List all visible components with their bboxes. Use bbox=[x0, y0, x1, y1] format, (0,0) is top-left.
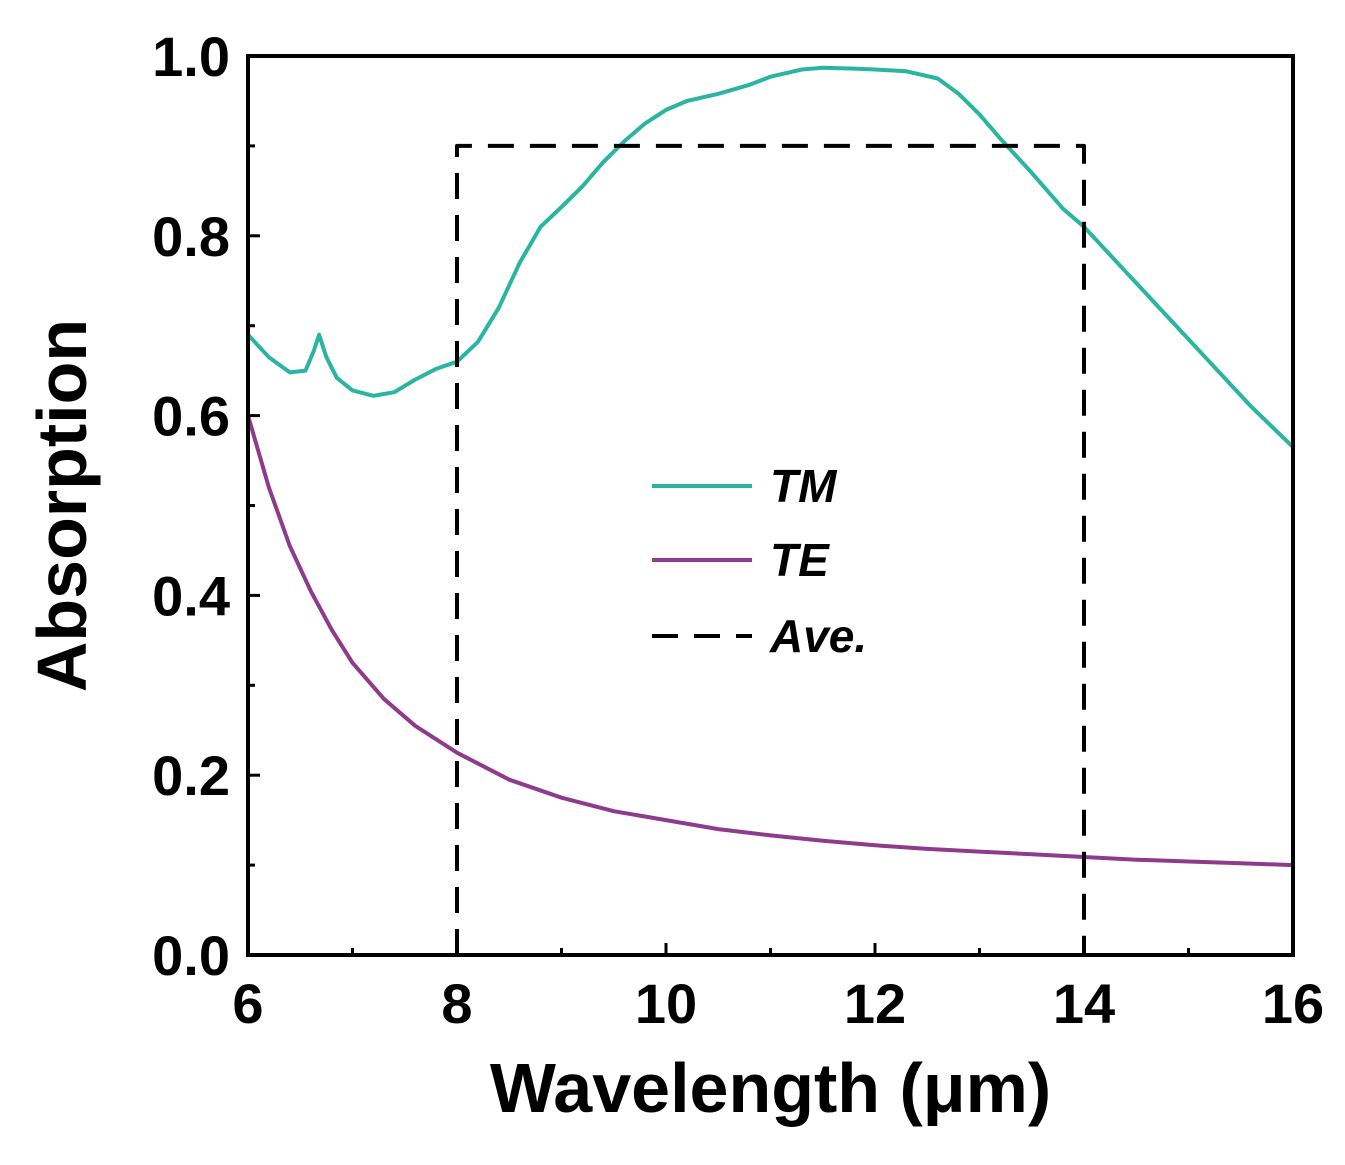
legend-label-ave: Ave. bbox=[769, 610, 867, 662]
y-tick-label: 0.2 bbox=[152, 744, 230, 807]
x-tick-label: 16 bbox=[1262, 972, 1324, 1035]
y-tick-label: 0.6 bbox=[152, 385, 230, 448]
x-tick-label: 8 bbox=[441, 972, 472, 1035]
x-tick-label: 6 bbox=[232, 972, 263, 1035]
y-tick-label: 1.0 bbox=[152, 25, 230, 88]
y-tick-label: 0.8 bbox=[152, 205, 230, 268]
y-axis-title: Absorption bbox=[23, 319, 101, 692]
y-tick-label: 0.0 bbox=[152, 924, 230, 987]
series-layer bbox=[246, 65, 1295, 955]
y-tick-label: 0.4 bbox=[152, 564, 230, 627]
x-axis-title: Wavelength (μm) bbox=[490, 1049, 1051, 1127]
legend-label-te: TE bbox=[770, 534, 830, 586]
x-tick-label: 10 bbox=[635, 972, 697, 1035]
x-tick-label: 14 bbox=[1053, 972, 1115, 1035]
series-line-tm bbox=[246, 65, 1295, 449]
axis-ticks bbox=[246, 54, 1295, 957]
axis-tick-labels: 6 8 10 12 14 16 0.0 0.2 0.4 0.6 0.8 1.0 bbox=[152, 25, 1324, 1035]
legend: TM TE Ave. bbox=[652, 460, 867, 662]
legend-label-tm: TM bbox=[770, 460, 838, 512]
x-tick-label: 12 bbox=[844, 972, 906, 1035]
